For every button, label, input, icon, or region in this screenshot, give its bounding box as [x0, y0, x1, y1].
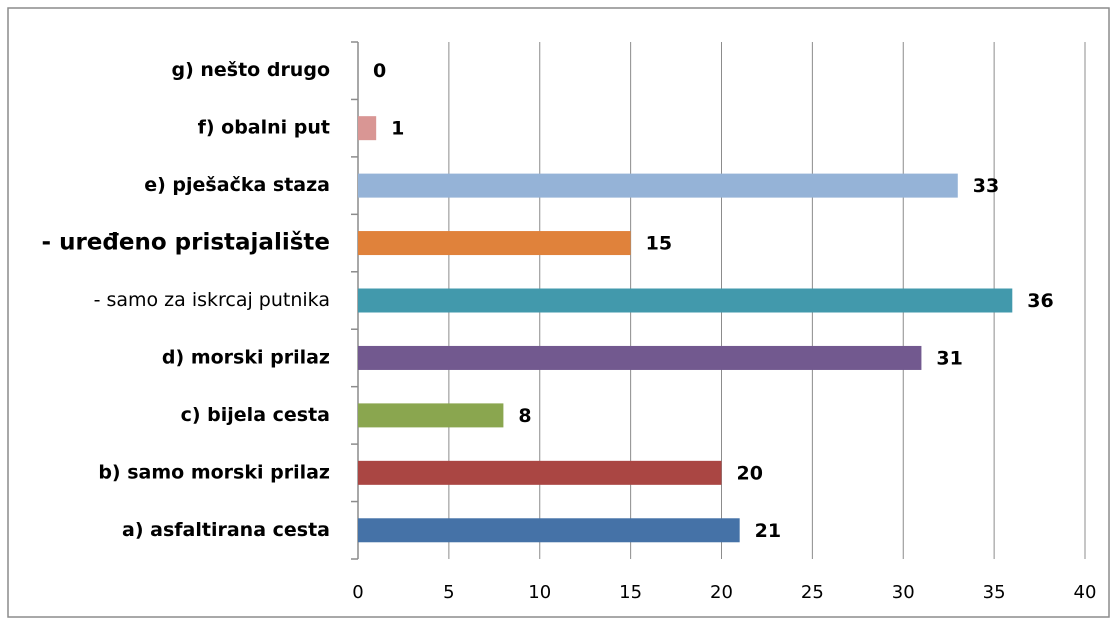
y-tick-label: f) obalni put	[198, 117, 330, 139]
bar	[358, 116, 377, 141]
bar	[358, 345, 922, 370]
x-tick-label: 10	[528, 582, 551, 603]
bar	[358, 460, 722, 485]
y-tick-label: g) nešto drugo	[171, 59, 330, 81]
bar	[358, 231, 631, 256]
y-tick-label: b) samo morski prilaz	[98, 461, 330, 483]
y-tick-label: c) bijela cesta	[181, 404, 330, 426]
x-tick-label: 0	[352, 582, 363, 603]
value-label: 31	[936, 347, 962, 369]
chart-frame	[7, 7, 1110, 618]
value-label: 8	[518, 405, 531, 427]
y-tick-label: - uređeno pristajalište	[42, 230, 330, 256]
x-tick-label: 20	[710, 582, 733, 603]
x-tick-label: 35	[983, 582, 1006, 603]
value-label: 15	[646, 233, 672, 255]
value-label: 36	[1027, 290, 1053, 312]
bar	[358, 173, 958, 198]
x-tick-label: 25	[801, 582, 824, 603]
x-tick-label: 30	[892, 582, 915, 603]
value-label: 1	[391, 118, 404, 140]
value-label: 33	[973, 175, 999, 197]
y-tick-label: e) pješačka staza	[144, 174, 330, 196]
value-label: 21	[755, 520, 781, 542]
bar	[358, 288, 1013, 313]
x-tick-label: 40	[1074, 582, 1097, 603]
value-label: 0	[373, 60, 386, 82]
x-tick-label: 15	[619, 582, 642, 603]
y-tick-label: - samo za iskrcaj putnika	[94, 289, 330, 311]
y-tick-label: a) asfaltirana cesta	[122, 519, 330, 541]
bar	[358, 403, 504, 428]
value-label: 20	[737, 462, 763, 484]
x-tick-label: 5	[443, 582, 454, 603]
y-tick-label: d) morski prilaz	[162, 346, 330, 368]
bar	[358, 518, 740, 543]
